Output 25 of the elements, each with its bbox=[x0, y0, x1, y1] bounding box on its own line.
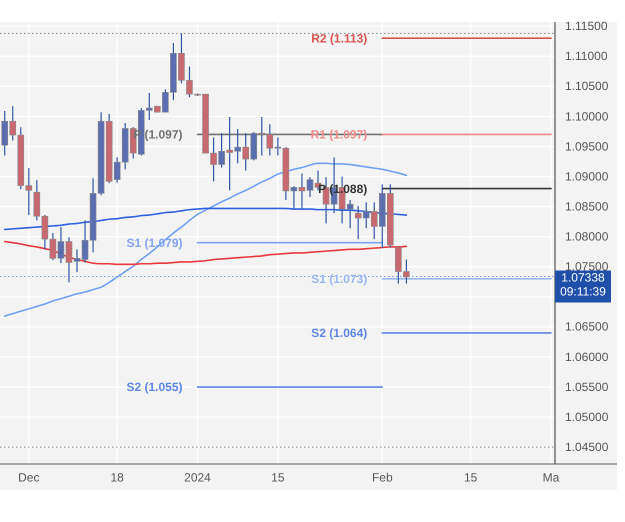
series-label: S2 (1.055) bbox=[126, 380, 183, 394]
y-tick-label: 1.09000 bbox=[565, 169, 609, 184]
y-tick-label: 1.11500 bbox=[565, 19, 608, 34]
y-tick-label: 1.10500 bbox=[565, 79, 609, 94]
y-tick-label: 1.08000 bbox=[565, 230, 609, 244]
y-tick-label: 1.05500 bbox=[565, 380, 609, 394]
x-tick-label: 15 bbox=[464, 470, 478, 485]
x-tick-label: 15 bbox=[271, 470, 285, 485]
y-tick-label: 1.04500 bbox=[565, 440, 609, 454]
y-tick-label: 1.05000 bbox=[565, 410, 609, 424]
x-tick-label: Ma bbox=[542, 470, 560, 485]
y-tick-label: 1.06500 bbox=[565, 320, 609, 334]
y-tick-label: 1.09500 bbox=[565, 139, 609, 154]
y-tick-label: 1.11000 bbox=[565, 49, 608, 64]
y-tick-label: 1.10000 bbox=[565, 109, 609, 124]
x-tick-label: Dec bbox=[18, 470, 40, 485]
series-label: P (1.097) bbox=[133, 128, 183, 142]
series-label: S1 (1.073) bbox=[311, 272, 368, 286]
x-tick-label: 18 bbox=[110, 470, 124, 485]
x-tick-label: 2024 bbox=[184, 470, 212, 485]
x-tick-label: Feb bbox=[372, 470, 393, 485]
series-label: S2 (1.064) bbox=[311, 326, 368, 340]
y-tick-label: 1.08500 bbox=[565, 199, 609, 214]
series-label: R2 (1.113) bbox=[311, 31, 368, 46]
y-tick-label: 1.06000 bbox=[565, 350, 609, 364]
